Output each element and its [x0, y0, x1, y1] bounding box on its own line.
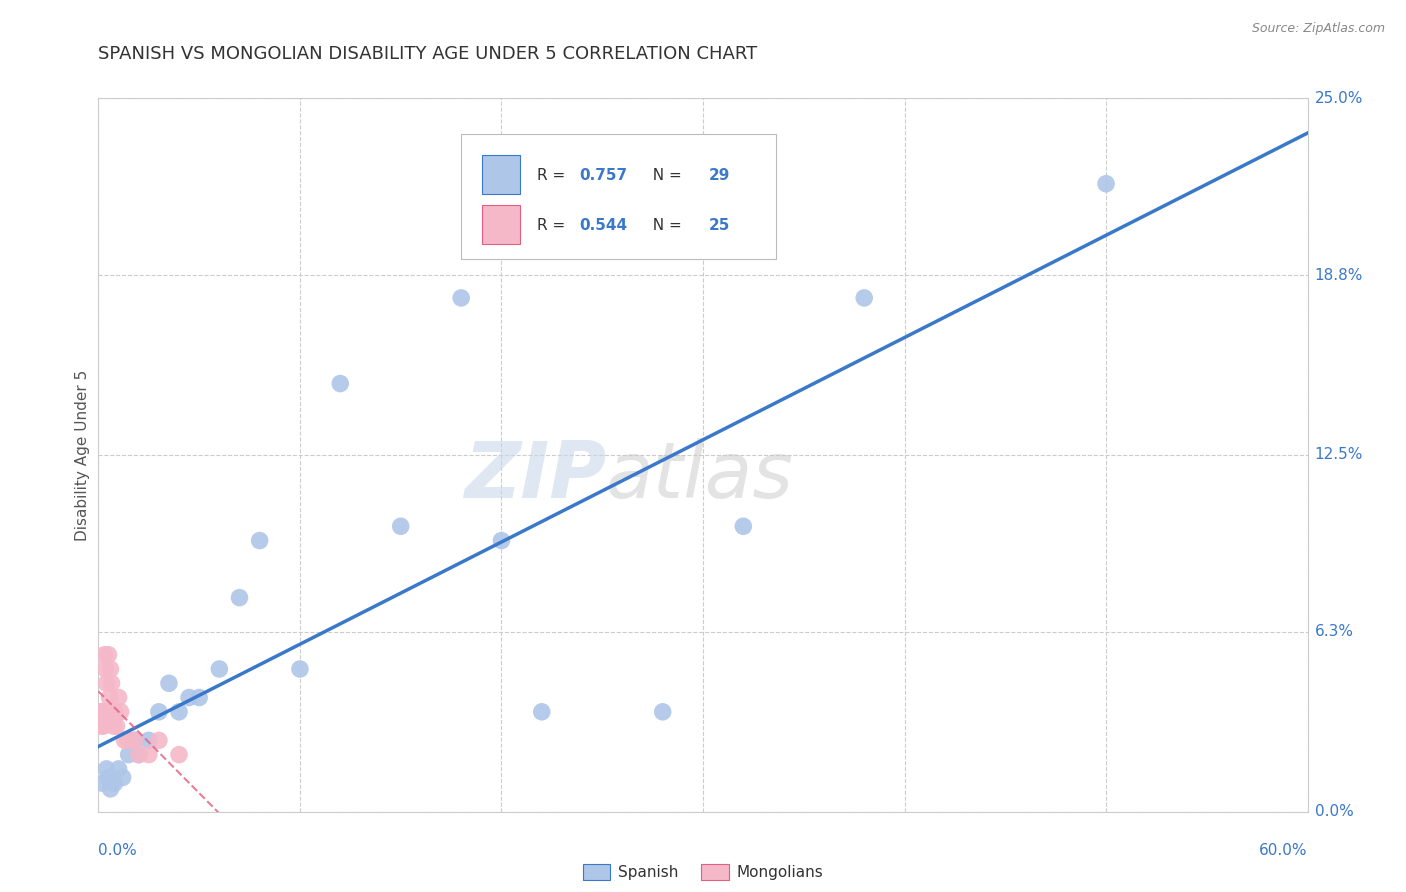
Text: Source: ZipAtlas.com: Source: ZipAtlas.com — [1251, 22, 1385, 36]
Point — [329, 376, 352, 391]
Point — [389, 519, 412, 533]
Text: R =: R = — [537, 168, 571, 183]
Point — [157, 676, 180, 690]
Point — [651, 705, 673, 719]
Point — [103, 776, 125, 790]
Point — [110, 705, 132, 719]
Point — [530, 705, 553, 719]
Point — [96, 762, 118, 776]
Point — [118, 733, 141, 747]
Point — [100, 662, 122, 676]
Text: 18.8%: 18.8% — [1315, 268, 1362, 283]
Point — [288, 662, 311, 676]
Point — [96, 705, 118, 719]
Point — [138, 747, 160, 762]
FancyBboxPatch shape — [482, 205, 520, 244]
Point — [148, 705, 170, 719]
Text: N =: N = — [643, 168, 686, 183]
Text: 6.3%: 6.3% — [1315, 624, 1354, 640]
Point — [733, 519, 755, 533]
Point — [89, 705, 111, 719]
Point — [98, 690, 121, 705]
Point — [148, 733, 170, 747]
Point — [97, 771, 120, 785]
Point — [450, 291, 472, 305]
Point — [103, 705, 125, 719]
Text: 60.0%: 60.0% — [1260, 843, 1308, 858]
Text: 12.5%: 12.5% — [1315, 448, 1362, 462]
Text: atlas: atlas — [606, 438, 794, 515]
Point — [101, 705, 124, 719]
Point — [124, 733, 146, 747]
Text: 0.757: 0.757 — [579, 168, 628, 183]
Point — [114, 733, 136, 747]
Point — [249, 533, 271, 548]
Point — [138, 733, 160, 747]
Point — [100, 676, 122, 690]
Point — [188, 690, 211, 705]
Point — [100, 781, 122, 796]
Point — [128, 747, 150, 762]
Point — [491, 533, 513, 548]
Point — [167, 747, 190, 762]
Point — [97, 648, 120, 662]
Point — [96, 676, 118, 690]
Point — [91, 705, 114, 719]
Point — [208, 662, 231, 676]
FancyBboxPatch shape — [461, 134, 776, 259]
Point — [91, 776, 114, 790]
Point — [94, 662, 117, 676]
Text: 0.544: 0.544 — [579, 218, 628, 233]
Point — [228, 591, 250, 605]
Legend: Spanish, Mongolians: Spanish, Mongolians — [576, 858, 830, 886]
Text: 0.0%: 0.0% — [98, 843, 138, 858]
Point — [167, 705, 190, 719]
Point — [124, 733, 146, 747]
FancyBboxPatch shape — [482, 155, 520, 194]
Text: R =: R = — [537, 218, 571, 233]
Y-axis label: Disability Age Under 5: Disability Age Under 5 — [75, 369, 90, 541]
Text: 25: 25 — [709, 218, 731, 233]
Text: SPANISH VS MONGOLIAN DISABILITY AGE UNDER 5 CORRELATION CHART: SPANISH VS MONGOLIAN DISABILITY AGE UNDE… — [98, 45, 758, 62]
Point — [118, 747, 141, 762]
Point — [107, 690, 129, 705]
Point — [128, 747, 150, 762]
Point — [93, 648, 115, 662]
Point — [1095, 177, 1118, 191]
Point — [107, 762, 129, 776]
Point — [111, 771, 134, 785]
Point — [93, 719, 115, 733]
Text: 29: 29 — [709, 168, 731, 183]
Text: N =: N = — [643, 218, 686, 233]
Point — [105, 719, 128, 733]
Text: ZIP: ZIP — [464, 438, 606, 515]
Point — [90, 719, 112, 733]
Text: 25.0%: 25.0% — [1315, 91, 1362, 105]
Point — [853, 291, 876, 305]
Text: 0.0%: 0.0% — [1315, 805, 1354, 819]
Point — [103, 719, 125, 733]
Point — [179, 690, 201, 705]
